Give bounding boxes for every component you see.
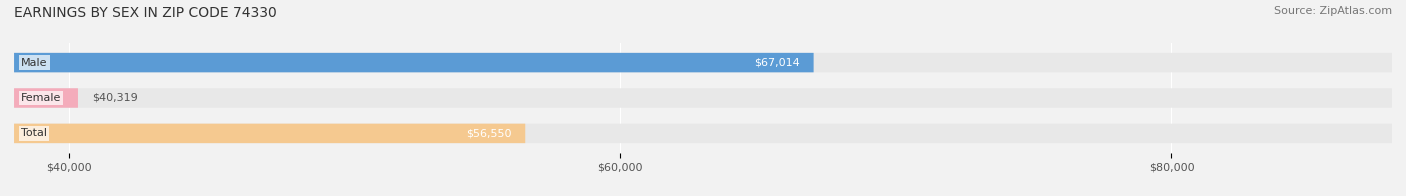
Text: Female: Female (21, 93, 62, 103)
FancyBboxPatch shape (14, 53, 1392, 72)
FancyBboxPatch shape (14, 124, 526, 143)
FancyBboxPatch shape (14, 88, 1392, 108)
FancyBboxPatch shape (14, 124, 1392, 143)
Text: Male: Male (21, 58, 48, 68)
Text: EARNINGS BY SEX IN ZIP CODE 74330: EARNINGS BY SEX IN ZIP CODE 74330 (14, 6, 277, 20)
FancyBboxPatch shape (14, 53, 814, 72)
Text: Total: Total (21, 128, 46, 138)
Text: $40,319: $40,319 (91, 93, 138, 103)
FancyBboxPatch shape (14, 88, 77, 108)
Text: $56,550: $56,550 (465, 128, 512, 138)
Text: Source: ZipAtlas.com: Source: ZipAtlas.com (1274, 6, 1392, 16)
Text: $67,014: $67,014 (754, 58, 800, 68)
